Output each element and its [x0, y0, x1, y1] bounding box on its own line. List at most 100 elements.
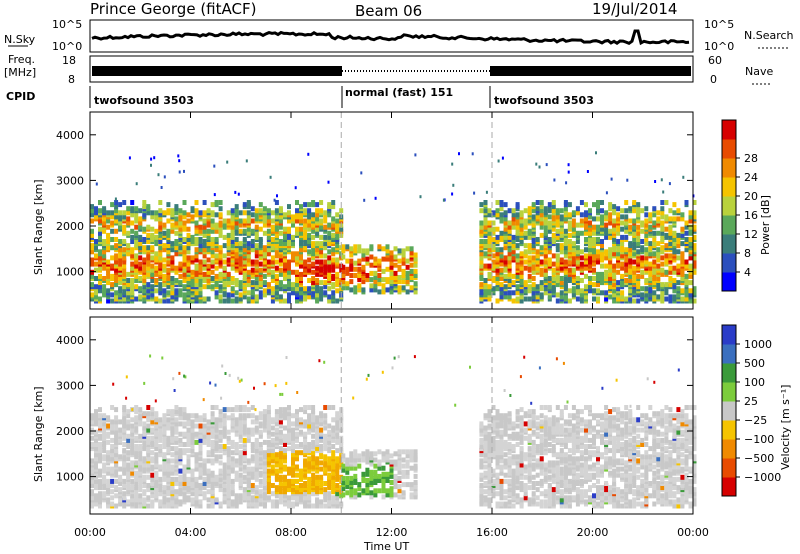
echo-pixel: [142, 263, 147, 269]
echo-pixel: [178, 437, 183, 443]
echo-pixel: [130, 265, 135, 271]
echo-pixel: [262, 476, 267, 482]
echo-pixel: [409, 246, 414, 252]
echo-pixel: [122, 214, 127, 220]
echo-pixel: [327, 499, 332, 505]
echo-pixel: [563, 282, 568, 288]
echo-pixel: [194, 228, 199, 234]
echo-pixel: [138, 421, 143, 427]
freq-panel: Freq. [MHz] 18 8 60 0 Nave: [4, 53, 773, 86]
echo-pixel: [210, 241, 215, 247]
echo-pixel: [331, 282, 336, 288]
echo-pixel: [114, 415, 119, 421]
echo-pixel: [170, 409, 175, 415]
echo-pixel: [596, 271, 600, 277]
echo-pixel: [154, 478, 159, 484]
echo-pixel: [567, 288, 572, 294]
echo-pixel: [262, 288, 267, 294]
echo-pixel: [126, 442, 131, 447]
echo-pixel: [106, 273, 111, 279]
echo-pixel: [519, 251, 524, 257]
echo-pixel: [604, 226, 609, 232]
echo-pixel: [688, 224, 693, 230]
echo-pixel: [299, 487, 303, 493]
echo-pixel: [154, 470, 159, 476]
echo-pixel: [146, 259, 151, 265]
echo-pixel: [174, 230, 179, 236]
echo-pixel: [118, 210, 123, 216]
echo-pixel: [307, 468, 312, 474]
echo-pixel: [507, 208, 512, 214]
echo-pixel: [600, 218, 604, 224]
echo-pixel: [270, 464, 275, 470]
echo-pixel: [142, 200, 147, 205]
echo-pixel: [250, 501, 255, 507]
echo-pixel: [245, 159, 248, 163]
echo-pixel: [230, 276, 235, 281]
echo-pixel: [608, 216, 613, 222]
echo-pixel: [584, 216, 588, 222]
echo-pixel: [335, 224, 340, 230]
echo-pixel: [491, 259, 496, 265]
echo-pixel: [226, 271, 231, 277]
echo-pixel: [222, 218, 227, 224]
echo-pixel: [222, 290, 227, 296]
echo-pixel: [250, 212, 255, 218]
echo-pixel: [571, 286, 576, 292]
echo-pixel: [616, 226, 621, 232]
echo-pixel: [262, 423, 267, 429]
echo-pixel: [262, 485, 267, 491]
echo-pixel: [668, 294, 673, 300]
echo-pixel: [688, 273, 693, 279]
echo-pixel: [491, 226, 496, 232]
echo-pixel: [656, 257, 661, 263]
echo-pixel: [323, 454, 328, 460]
echo-pixel: [214, 280, 219, 286]
echo-pixel: [258, 294, 263, 300]
echo-pixel: [110, 210, 115, 216]
echo-pixel: [222, 413, 227, 419]
echo-pixel: [254, 476, 259, 482]
echo-pixel: [198, 489, 203, 495]
echo-pixel: [146, 294, 151, 300]
echo-pixel: [628, 251, 633, 257]
echo-pixel: [218, 487, 223, 493]
echo-pixel: [479, 263, 484, 269]
echo-pixel: [270, 499, 275, 505]
echo-pixel: [311, 444, 316, 449]
echo-pixel: [102, 466, 107, 472]
echo-pixel: [234, 442, 239, 447]
echo-pixel: [327, 456, 332, 462]
echo-pixel: [543, 267, 548, 273]
echo-pixel: [563, 259, 568, 265]
echo-pixel: [122, 478, 127, 484]
echo-pixel: [178, 442, 183, 447]
echo-pixel: [182, 407, 187, 413]
echo-pixel: [319, 286, 324, 292]
echo-pixel: [194, 220, 199, 226]
echo-pixel: [198, 267, 203, 273]
echo-pixel: [299, 429, 303, 435]
echo-pixel: [106, 497, 111, 503]
echo-pixel: [640, 273, 645, 279]
echo-pixel: [114, 243, 119, 249]
echo-pixel: [389, 279, 394, 285]
echo-pixel: [254, 425, 259, 431]
echo-pixel: [401, 268, 406, 274]
echo-pixel: [287, 495, 291, 501]
echo-pixel: [194, 282, 199, 288]
echo-pixel: [483, 278, 488, 283]
echo-pixel: [319, 466, 324, 472]
echo-pixel: [592, 267, 596, 273]
echo-pixel: [110, 456, 115, 462]
echo-pixel: [146, 495, 151, 501]
echo-pixel: [174, 435, 179, 441]
echo-pixel: [222, 425, 227, 431]
echo-pixel: [90, 204, 94, 210]
echo-pixel: [258, 237, 263, 242]
echo-pixel: [299, 483, 303, 488]
echo-pixel: [182, 271, 187, 277]
echo-pixel: [214, 474, 219, 480]
echo-pixel: [584, 237, 588, 242]
echo-pixel: [511, 249, 516, 255]
